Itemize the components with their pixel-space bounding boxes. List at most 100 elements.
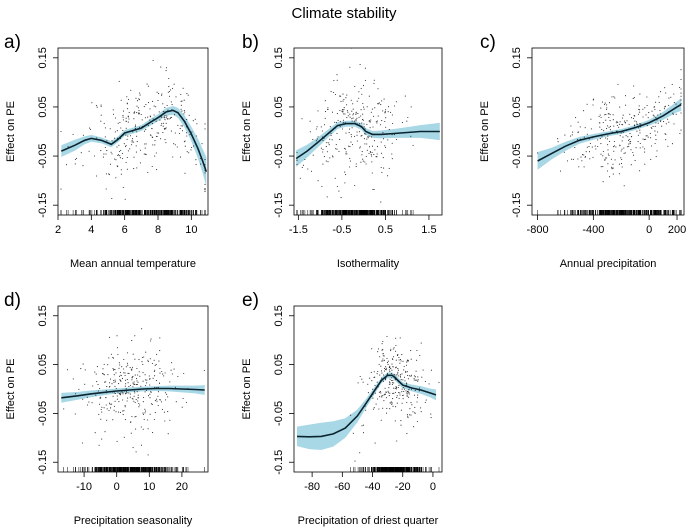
data-point: [352, 108, 354, 110]
data-point: [153, 114, 155, 116]
data-point: [175, 401, 177, 403]
y-tick-label: -0.05: [273, 144, 285, 169]
data-point: [373, 407, 375, 409]
data-point: [125, 366, 127, 368]
data-point: [165, 67, 168, 69]
data-point: [602, 121, 604, 124]
data-point: [166, 104, 168, 107]
data-point: [358, 123, 361, 125]
data-point: [347, 111, 349, 113]
plot-frame: [57, 305, 209, 473]
data-point: [179, 128, 181, 130]
data-point: [164, 119, 166, 121]
data-point: [152, 432, 154, 434]
data-point: [393, 134, 395, 136]
data-point: [664, 87, 666, 89]
data-point: [122, 115, 124, 117]
data-point: [113, 374, 115, 376]
data-point: [597, 145, 599, 148]
data-point: [359, 375, 361, 378]
y-axis-label: Effect on PE: [241, 101, 253, 162]
data-point: [630, 149, 632, 151]
data-point: [123, 143, 125, 145]
data-point: [413, 379, 415, 381]
data-point: [392, 365, 394, 368]
data-point: [349, 66, 351, 68]
data-point: [377, 370, 379, 373]
data-point: [166, 393, 168, 395]
data-point: [169, 381, 171, 383]
data-point: [136, 380, 138, 382]
data-point: [646, 125, 648, 127]
data-point: [366, 106, 368, 108]
data-point: [135, 428, 137, 430]
plot-area: [296, 335, 440, 462]
data-point: [605, 108, 608, 111]
data-point: [136, 105, 138, 107]
data-point: [154, 400, 156, 402]
data-point: [386, 357, 388, 359]
data-point: [139, 375, 141, 377]
data-point: [622, 124, 624, 126]
data-point: [345, 174, 347, 176]
data-point: [384, 145, 386, 147]
data-point: [406, 401, 408, 404]
data-point: [368, 95, 370, 97]
data-point: [366, 149, 368, 151]
data-point: [657, 114, 659, 116]
data-point: [145, 153, 147, 155]
data-point: [639, 123, 641, 125]
data-point: [385, 117, 387, 119]
data-point: [146, 382, 148, 384]
data-point: [389, 365, 391, 367]
data-point: [160, 116, 162, 118]
data-point: [390, 368, 392, 370]
data-point: [601, 128, 603, 130]
data-point: [656, 150, 658, 152]
data-point: [296, 163, 298, 165]
data-point: [390, 111, 392, 113]
data-point: [638, 127, 640, 129]
data-point: [612, 167, 614, 169]
data-point: [590, 128, 592, 130]
data-point: [606, 104, 608, 106]
data-point: [395, 337, 397, 339]
data-point: [105, 397, 107, 399]
data-point: [150, 340, 152, 342]
x-tick-label: 8: [155, 224, 161, 236]
data-point: [381, 377, 383, 379]
data-point: [126, 138, 128, 140]
data-point: [120, 380, 122, 382]
data-point: [100, 105, 102, 108]
data-point: [592, 156, 594, 158]
data-point: [355, 166, 357, 168]
data-point: [154, 144, 156, 146]
data-point: [398, 356, 400, 359]
data-point: [571, 158, 573, 160]
data-point: [374, 392, 376, 394]
data-point: [632, 98, 634, 100]
data-point: [336, 79, 338, 81]
data-point: [624, 152, 626, 154]
data-point: [384, 120, 386, 123]
data-point: [315, 128, 317, 130]
y-tick-label: 0.15: [511, 47, 523, 68]
data-point: [142, 363, 144, 365]
data-point: [146, 379, 148, 381]
data-point: [137, 397, 139, 399]
data-point: [343, 113, 345, 115]
data-point: [180, 104, 182, 106]
data-point: [643, 139, 646, 141]
data-point: [392, 348, 394, 350]
data-point: [406, 394, 408, 396]
data-point: [355, 163, 357, 165]
data-point: [577, 158, 579, 160]
data-point: [163, 116, 165, 118]
data-point: [204, 123, 206, 125]
data-point: [639, 147, 641, 149]
data-point: [134, 401, 136, 404]
data-point: [109, 163, 112, 165]
data-point: [653, 115, 655, 117]
plot-frame: [293, 47, 443, 216]
data-point: [628, 145, 630, 147]
